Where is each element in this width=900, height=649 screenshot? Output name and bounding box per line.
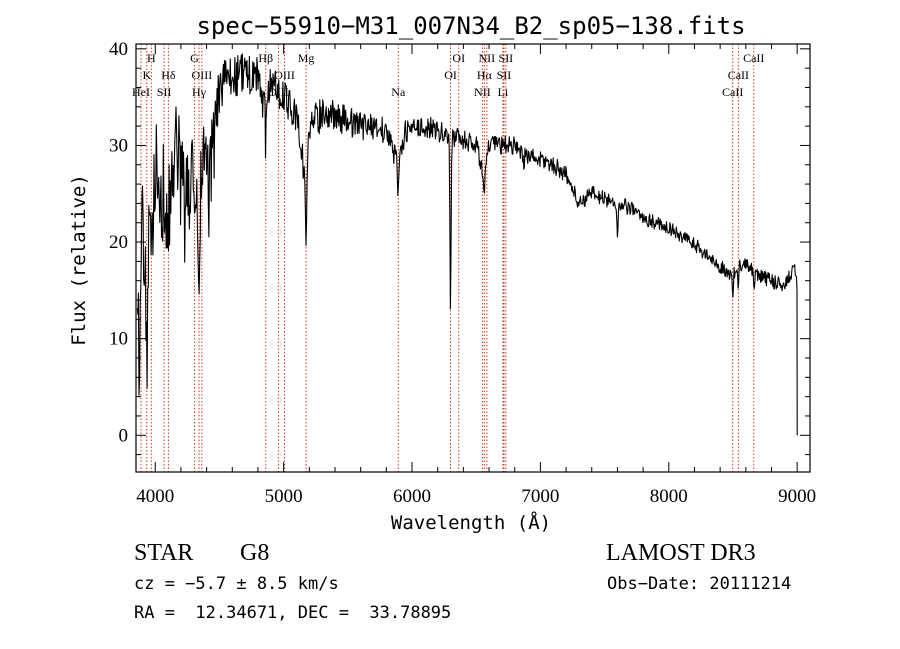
- spectral-line-label: G: [190, 51, 199, 65]
- x-tick-label: 8000: [650, 486, 688, 507]
- spectral-line-label: Hδ: [161, 68, 176, 82]
- x-axis-label: Wavelength (Å): [391, 511, 551, 534]
- spectral-line-label: Li: [498, 85, 509, 99]
- y-axis-label: Flux (relative): [68, 174, 90, 346]
- x-tick-label: 7000: [521, 486, 559, 507]
- spectral-line-label: CaII: [722, 85, 743, 99]
- chart-title: spec−55910−M31_007N34_B2_sp05−138.fits: [196, 12, 745, 40]
- object-class: STAR: [134, 540, 194, 566]
- y-tick-label: 40: [109, 39, 128, 60]
- plot-frame: [135, 43, 811, 473]
- spectral-line-label: HeI: [132, 85, 150, 99]
- y-tick-label: 0: [119, 425, 129, 446]
- y-tick-label: 30: [109, 135, 128, 156]
- spectral-line-label: OIII: [192, 68, 213, 82]
- x-tick-label: 6000: [393, 486, 431, 507]
- spectral-line-label: CaII: [743, 51, 764, 65]
- coordinates: RA = 12.34671, DEC = 33.78895: [134, 603, 452, 623]
- spectral-line-label: CaII: [728, 68, 749, 82]
- spectral-line-label: Mg: [298, 51, 315, 65]
- spectral-line-markers: [140, 44, 755, 472]
- y-axis-ticks: 0 10 20 30 40: [109, 39, 810, 456]
- spectral-line-label: NII: [479, 51, 496, 65]
- x-tick-label: 4000: [136, 486, 174, 507]
- spectral-line-label: SII: [157, 85, 172, 99]
- x-tick-label: 9000: [778, 486, 816, 507]
- spectral-line-label: OI: [452, 51, 465, 65]
- spectral-line-label: OI: [444, 68, 457, 82]
- spectrum-series-line: [136, 53, 798, 436]
- spectral-line-label: Hβ: [258, 51, 273, 65]
- spectral-line-label: H: [147, 51, 156, 65]
- obs-date: Obs−Date: 20111214: [607, 574, 792, 594]
- spectral-line-label: Na: [391, 85, 406, 99]
- y-tick-label: 10: [109, 329, 128, 350]
- y-tick-label: 20: [109, 232, 128, 253]
- x-axis-ticks: 4000 5000 6000 7000 8000 9000: [136, 44, 816, 507]
- x-tick-label: 5000: [265, 486, 303, 507]
- spectral-line-label: Hα: [477, 68, 493, 82]
- survey-name: LAMOST DR3: [606, 540, 756, 566]
- spectral-line-label: SII: [499, 51, 514, 65]
- spectral-line-label: OIII: [274, 68, 295, 82]
- spectral-line-label: NII: [474, 85, 491, 99]
- spectral-line-label: K: [142, 68, 151, 82]
- spectral-line-label: SII: [497, 68, 512, 82]
- redshift-readout: cz = −5.7 ± 8.5 km/s: [134, 574, 339, 594]
- object-subclass: G8: [240, 540, 270, 566]
- spectral-line-label: Hγ: [192, 85, 207, 99]
